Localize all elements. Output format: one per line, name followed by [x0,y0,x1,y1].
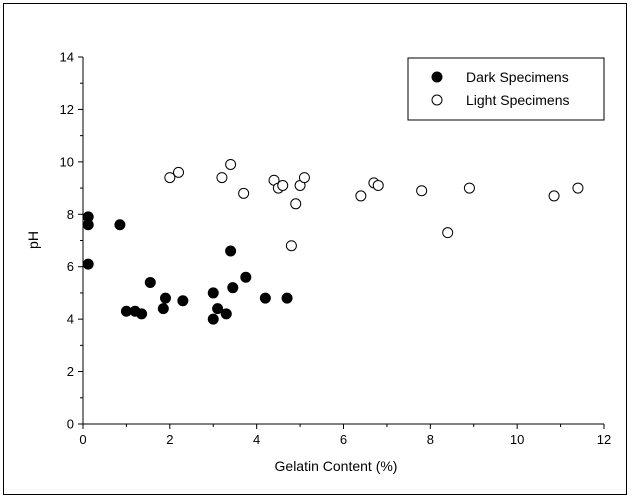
light-specimen-point [355,190,367,202]
y-tick-label: 10 [60,154,74,169]
legend: Dark Specimens Light Specimens [407,57,605,121]
legend-box [407,57,605,121]
light-specimen-point [173,166,185,178]
legend-marker-dark [431,71,443,83]
x-tick-label: 8 [427,432,434,447]
dark-specimen-point [207,287,219,299]
y-tick-label: 4 [67,312,74,327]
legend-label-light: Light Specimens [466,92,570,108]
dark-specimen-point [212,303,224,315]
light-specimen-point [290,198,302,210]
light-specimen-point [442,227,454,239]
dark-specimen-point [227,282,239,294]
y-tick-label: 6 [67,259,74,274]
dark-specimen-point [159,292,171,304]
dark-specimen-point [144,276,156,288]
dark-specimen-point [136,308,148,320]
light-specimen-point [372,179,384,191]
y-tick-label: 12 [60,102,74,117]
legend-label-dark: Dark Specimens [466,69,569,85]
dark-specimen-point [240,271,252,283]
dark-specimen-point [281,292,293,304]
x-tick-label: 12 [597,432,611,447]
light-specimen-point [463,182,475,194]
y-tick-label: 14 [60,50,74,65]
tick-marks [78,56,605,429]
dark-specimen-point [207,313,219,325]
light-specimen-point [416,185,428,197]
legend-marker-light [431,94,443,106]
light-specimen-point [238,187,250,199]
light-specimen-point [548,190,560,202]
tick-labels: 0 2 4 6 8 10 12 14 0 2 4 6 8 10 12 [60,50,612,448]
y-tick-label: 2 [67,364,74,379]
y-tick-label: 8 [67,207,74,222]
x-tick-label: 0 [79,432,86,447]
dark-specimen-point [259,292,271,304]
x-tick-label: 6 [340,432,347,447]
dark-specimen-point [220,308,232,320]
light-specimen-point [225,158,237,170]
x-tick-label: 10 [510,432,524,447]
dark-specimen-point [82,219,94,231]
light-specimen-point [572,182,584,194]
dark-specimen-point [82,258,94,270]
x-tick-label: 4 [253,432,260,447]
dark-specimen-point [114,219,126,231]
y-tick-label: 0 [67,417,74,432]
light-specimen-point [216,172,228,184]
light-specimen-point [298,172,310,184]
x-axis-title: Gelatin Content (%) [275,458,398,474]
light-specimen-point [285,240,297,252]
x-tick-label: 2 [166,432,173,447]
y-axis-title: pH [25,231,41,249]
dark-specimen-point [225,245,237,257]
dark-specimen-point [177,295,189,307]
light-specimen-point [164,172,176,184]
dark-specimen-point [157,303,169,315]
data-points [82,158,584,325]
light-specimen-point [277,179,289,191]
